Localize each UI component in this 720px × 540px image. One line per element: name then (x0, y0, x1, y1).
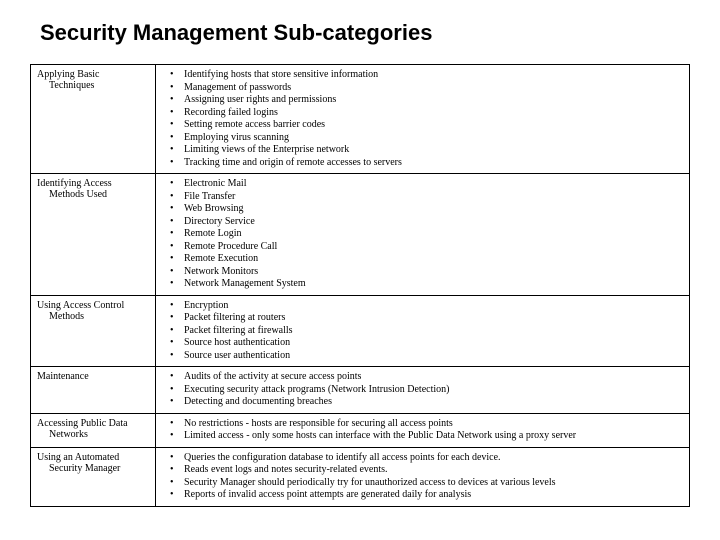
list-item: Source user authentication (162, 350, 683, 363)
list-item: Employing virus scanning (162, 132, 683, 145)
list-item: Web Browsing (162, 203, 683, 216)
category-label-line1: Applying Basic (37, 69, 149, 80)
list-item: Recording failed logins (162, 107, 683, 120)
list-item: No restrictions - hosts are responsible … (162, 418, 683, 431)
list-item: Detecting and documenting breaches (162, 396, 683, 409)
list-item: Management of passwords (162, 82, 683, 95)
list-item: Queries the configuration database to id… (162, 452, 683, 465)
category-label-line1: Identifying Access (37, 178, 149, 189)
item-list: EncryptionPacket filtering at routersPac… (162, 300, 683, 363)
category-label-line1: Accessing Public Data (37, 418, 149, 429)
category-label: Identifying AccessMethods Used (31, 174, 156, 296)
list-item: Limiting views of the Enterprise network (162, 144, 683, 157)
table-row: Applying BasicTechniques Identifying host… (31, 65, 690, 174)
list-item: File Transfer (162, 191, 683, 204)
list-item: Packet filtering at firewalls (162, 325, 683, 338)
category-label: Using Access ControlMethods (31, 295, 156, 367)
item-list: No restrictions - hosts are responsible … (162, 418, 683, 443)
table-row: Maintenance Audits of the activity at sec… (31, 367, 690, 414)
category-label-line2: Methods Used (37, 189, 149, 200)
category-label-line2: Techniques (37, 80, 149, 91)
list-item: Network Monitors (162, 266, 683, 279)
list-item: Network Management System (162, 278, 683, 291)
category-label: Maintenance (31, 367, 156, 414)
list-item: Reads event logs and notes security-rela… (162, 464, 683, 477)
category-items: Identifying hosts that store sensitive i… (156, 65, 690, 174)
table-row: Using Access ControlMethodsEncryptionPac… (31, 295, 690, 367)
category-label-line1: Maintenance (37, 371, 149, 382)
list-item: Remote Execution (162, 253, 683, 266)
item-list: Electronic MailFile TransferWeb Browsing… (162, 178, 683, 291)
category-items: Electronic MailFile TransferWeb Browsing… (156, 174, 690, 296)
table-row: Accessing Public DataNetworks No restrict… (31, 413, 690, 447)
page-title: Security Management Sub-categories (40, 20, 690, 46)
category-label: Using an AutomatedSecurity Manager (31, 447, 156, 506)
list-item: Setting remote access barrier codes (162, 119, 683, 132)
category-label-line2: Methods (37, 311, 149, 322)
list-item: Assigning user rights and permissions (162, 94, 683, 107)
table-row: Identifying AccessMethods UsedElectronic… (31, 174, 690, 296)
category-label-line1: Using an Automated (37, 452, 149, 463)
category-label: Accessing Public DataNetworks (31, 413, 156, 447)
category-label-line2: Security Manager (37, 463, 149, 474)
category-items: No restrictions - hosts are responsible … (156, 413, 690, 447)
item-list: Queries the configuration database to id… (162, 452, 683, 502)
list-item: Identifying hosts that store sensitive i… (162, 69, 683, 82)
list-item: Tracking time and origin of remote acces… (162, 157, 683, 170)
list-item: Reports of invalid access point attempts… (162, 489, 683, 502)
category-items: EncryptionPacket filtering at routersPac… (156, 295, 690, 367)
category-items: Audits of the activity at secure access … (156, 367, 690, 414)
list-item: Audits of the activity at secure access … (162, 371, 683, 384)
list-item: Remote Login (162, 228, 683, 241)
list-item: Electronic Mail (162, 178, 683, 191)
list-item: Encryption (162, 300, 683, 313)
list-item: Directory Service (162, 216, 683, 229)
category-label: Applying BasicTechniques (31, 65, 156, 174)
list-item: Packet filtering at routers (162, 312, 683, 325)
list-item: Security Manager should periodically try… (162, 477, 683, 490)
table-row: Using an AutomatedSecurity Manager Querie… (31, 447, 690, 506)
category-label-line1: Using Access Control (37, 300, 149, 311)
list-item: Limited access - only some hosts can int… (162, 430, 683, 443)
item-list: Audits of the activity at secure access … (162, 371, 683, 409)
category-items: Queries the configuration database to id… (156, 447, 690, 506)
list-item: Remote Procedure Call (162, 241, 683, 254)
list-item: Source host authentication (162, 337, 683, 350)
item-list: Identifying hosts that store sensitive i… (162, 69, 683, 169)
list-item: Executing security attack programs (Netw… (162, 384, 683, 397)
categories-table: Applying BasicTechniques Identifying host… (30, 64, 690, 507)
category-label-line2: Networks (37, 429, 149, 440)
